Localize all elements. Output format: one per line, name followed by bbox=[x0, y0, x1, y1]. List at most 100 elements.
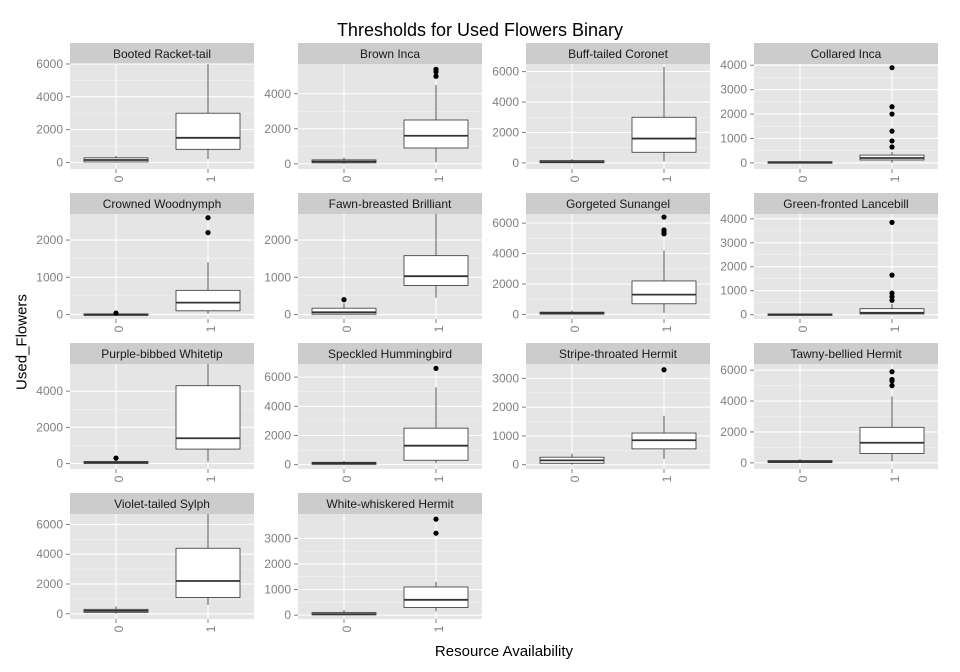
y-tick-label: 0 bbox=[56, 308, 63, 322]
x-tick-label: 0 bbox=[340, 475, 354, 482]
box-iqr bbox=[859, 426, 925, 454]
y-tick-label: 0 bbox=[740, 308, 747, 322]
y-tick-label: 6000 bbox=[720, 363, 747, 377]
y-tick-label: 1000 bbox=[264, 270, 291, 284]
outlier-point bbox=[341, 297, 347, 303]
box-iqr bbox=[175, 289, 241, 312]
y-tick-label: 0 bbox=[740, 156, 747, 170]
facet-strip bbox=[298, 43, 482, 64]
chart-title: Thresholds for Used Flowers Binary bbox=[336, 20, 624, 40]
outlier-point bbox=[661, 214, 667, 220]
box-1 bbox=[403, 214, 469, 298]
box-0 bbox=[83, 455, 149, 464]
x-tick-label: 1 bbox=[432, 625, 446, 632]
x-tick-label: 1 bbox=[432, 175, 446, 182]
y-tick-label: 4000 bbox=[264, 399, 291, 413]
outlier-point bbox=[889, 294, 895, 300]
facet-strip bbox=[754, 193, 938, 214]
outlier-point bbox=[433, 516, 439, 522]
outlier-point bbox=[889, 383, 895, 389]
y-tick-label: 1000 bbox=[492, 429, 519, 443]
x-tick-label: 1 bbox=[204, 625, 218, 632]
outlier-point bbox=[205, 230, 211, 236]
x-tick-label: 1 bbox=[432, 475, 446, 482]
outlier-point bbox=[889, 138, 895, 144]
x-tick-label: 0 bbox=[112, 325, 126, 332]
facet-strip bbox=[298, 343, 482, 364]
y-tick-label: 6000 bbox=[492, 65, 519, 79]
y-tick-label: 1000 bbox=[720, 284, 747, 298]
box-iqr bbox=[403, 119, 469, 149]
y-tick-label: 3000 bbox=[720, 236, 747, 250]
facet-strip-label: Collared Inca bbox=[811, 47, 882, 61]
y-tick-label: 2000 bbox=[720, 425, 747, 439]
box-0 bbox=[311, 610, 377, 616]
x-tick-label: 1 bbox=[660, 325, 674, 332]
y-tick-label: 4000 bbox=[36, 547, 63, 561]
box-iqr bbox=[175, 385, 241, 450]
box-0 bbox=[767, 458, 833, 463]
y-tick-label: 3000 bbox=[264, 531, 291, 545]
box-iqr bbox=[311, 307, 377, 315]
outlier-point bbox=[889, 65, 895, 71]
box-1 bbox=[175, 514, 241, 605]
box-0 bbox=[767, 160, 833, 164]
x-tick-label: 1 bbox=[432, 325, 446, 332]
facet-strip bbox=[70, 493, 254, 514]
y-tick-label: 4000 bbox=[36, 90, 63, 104]
facet-panel: Green-fronted Lancebill 0 1000 2000 3000 4000… bbox=[720, 193, 938, 332]
y-tick-label: 4000 bbox=[720, 58, 747, 72]
box-0 bbox=[539, 159, 605, 164]
box-0 bbox=[83, 155, 149, 163]
x-tick-label: 1 bbox=[204, 475, 218, 482]
y-tick-label: 2000 bbox=[264, 428, 291, 442]
y-tick-label: 6000 bbox=[36, 57, 63, 71]
facet-panel: Collared Inca 0 1000 2000 3000 4000 0 1 bbox=[720, 43, 938, 182]
box-0 bbox=[311, 157, 377, 164]
y-tick-label: 1000 bbox=[264, 583, 291, 597]
facet-strip-label: Stripe-throated Hermit bbox=[559, 347, 678, 361]
y-tick-label: 0 bbox=[284, 608, 291, 622]
box-iqr bbox=[631, 280, 697, 305]
facet-panel: Purple-bibbed Whitetip 0 2000 4000 0 1 bbox=[36, 343, 254, 482]
facet-strip-label: Gorgeted Sunangel bbox=[566, 197, 670, 211]
y-tick-label: 0 bbox=[284, 458, 291, 472]
box-1 bbox=[403, 365, 469, 464]
outlier-point bbox=[661, 227, 667, 233]
x-tick-label: 0 bbox=[796, 475, 810, 482]
box-1 bbox=[631, 214, 697, 313]
y-tick-label: 4000 bbox=[492, 95, 519, 109]
outlier-point bbox=[113, 310, 119, 316]
panel-background bbox=[526, 364, 710, 469]
y-tick-label: 0 bbox=[284, 157, 291, 171]
box-0 bbox=[311, 297, 377, 315]
box-iqr bbox=[175, 547, 241, 598]
facet-strip bbox=[298, 493, 482, 514]
y-tick-label: 4000 bbox=[36, 384, 63, 398]
box-1 bbox=[859, 219, 925, 315]
facet-strip bbox=[526, 43, 710, 64]
outlier-point bbox=[889, 104, 895, 110]
y-tick-label: 4000 bbox=[720, 212, 747, 226]
box-iqr bbox=[175, 112, 241, 150]
x-tick-label: 1 bbox=[888, 325, 902, 332]
x-tick-label: 0 bbox=[340, 625, 354, 632]
x-tick-label: 0 bbox=[796, 175, 810, 182]
y-tick-label: 4000 bbox=[492, 247, 519, 261]
facet-panel: Violet-tailed Sylph 0 2000 4000 6000 0 1 bbox=[36, 493, 254, 632]
facet-strip bbox=[298, 193, 482, 214]
y-tick-label: 2000 bbox=[720, 260, 747, 274]
facet-strip bbox=[754, 43, 938, 64]
facet-strip-label: Speckled Hummingbird bbox=[328, 347, 452, 361]
facet-panel: Tawny-bellied Hermit 0 2000 4000 6000 0 1 bbox=[720, 343, 938, 482]
y-tick-label: 0 bbox=[512, 458, 519, 472]
facet-strip-label: Violet-tailed Sylph bbox=[114, 497, 210, 511]
x-tick-label: 0 bbox=[568, 175, 582, 182]
y-tick-label: 6000 bbox=[264, 370, 291, 384]
box-1 bbox=[175, 215, 241, 314]
box-1 bbox=[403, 516, 469, 612]
x-tick-label: 0 bbox=[112, 475, 126, 482]
y-tick-label: 3000 bbox=[492, 371, 519, 385]
y-tick-label: 4000 bbox=[264, 87, 291, 101]
